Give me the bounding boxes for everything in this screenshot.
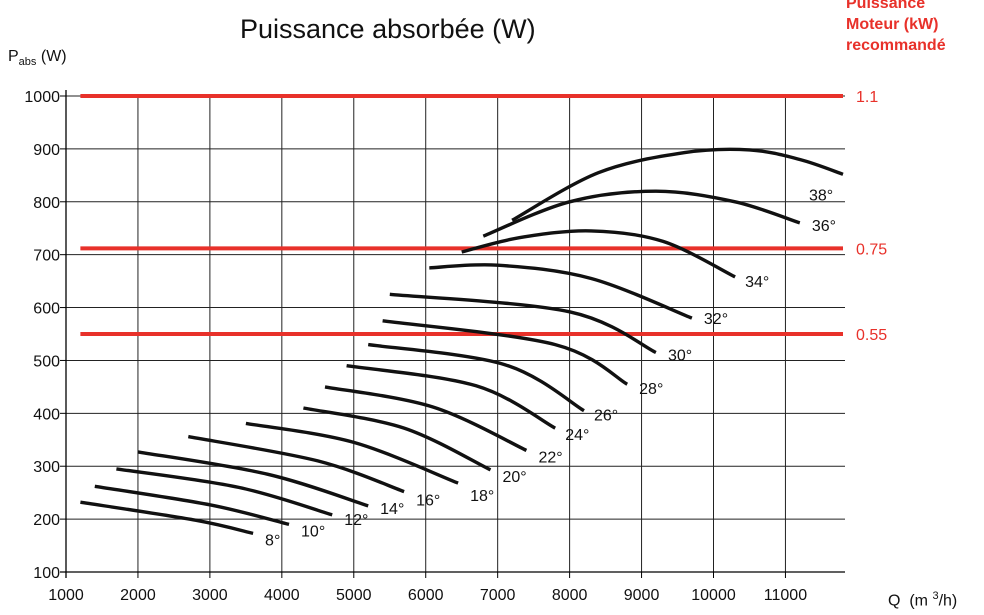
y-tick-label: 700 [33,248,60,265]
x-axis-label-main: Q [888,592,901,610]
y-tick-label: 600 [33,301,60,318]
curve-label: 14° [380,501,404,518]
y-tick-label: 100 [33,565,60,582]
x-axis-label-sup: 3 [932,590,939,602]
curve-line [94,484,290,527]
curve-line [461,229,736,279]
curve-line [116,467,333,517]
curve-label: 30° [668,348,692,365]
curve-label: 34° [745,274,769,291]
x-tick-label: 8000 [552,587,588,604]
curve-line [324,385,528,452]
x-tick-label: 6000 [408,587,444,604]
y-tick-label: 800 [33,195,60,212]
curve-label: 12° [344,512,368,529]
x-axis-label-end: /h) [938,592,958,610]
curve-line [511,147,844,222]
motor-header-line-3: recommandé [846,37,946,54]
x-tick-label: 5000 [336,587,372,604]
y-tick-label: 400 [33,406,60,423]
curve-line [187,434,405,494]
curve-label: 10° [301,523,325,540]
curve-label: 32° [704,311,728,328]
curve-label: 20° [502,469,526,486]
y-tick-label: 200 [33,512,60,529]
x-tick-label: 7000 [480,587,516,604]
curve-label: 36° [812,218,836,235]
curve-line [245,421,459,485]
x-tick-label: 2000 [120,587,156,604]
y-axis-label-unit: (W) [36,48,67,65]
y-tick-label: 1000 [24,89,60,106]
y-axis-label: Pabs (W) [8,48,67,68]
curve-line [137,450,369,508]
y-tick-label: 300 [33,459,60,476]
x-tick-label: 10000 [691,587,736,604]
x-axis-label: Q (m 3/h) [888,590,957,610]
curve-label: 8° [265,532,280,549]
x-tick-label: 4000 [264,587,300,604]
y-tick-label: 500 [33,353,60,370]
y-axis-label-main: P [8,48,19,65]
x-tick-label: 3000 [192,587,228,604]
curve-label: 18° [470,488,494,505]
curve-label: 24° [565,427,589,444]
curve-label: 16° [416,493,440,510]
curve-label: 38° [809,187,833,204]
motor-power-header: Puissance Moteur (kW) recommandé [846,0,946,56]
motor-header-line-1: Puissance [846,0,926,12]
curve-line [382,319,629,386]
curve-line [367,342,585,413]
chart-title: Puissance absorbée (W) [240,14,536,44]
curve-label: 22° [538,449,562,466]
y-tick-label: 900 [33,142,60,159]
motor-threshold-label: 0.75 [856,241,887,258]
x-tick-label: 1000 [48,587,84,604]
x-tick-label: 11000 [764,587,807,604]
motor-header-line-2: Moteur (kW) [846,16,939,33]
y-axis-label-sub: abs [18,56,37,69]
curve-label: 26° [594,408,618,425]
curve-line [80,500,254,536]
motor-threshold-label: 0.55 [856,327,887,344]
curve-line [346,364,557,430]
curve-line [482,189,801,238]
curve-line [303,406,492,472]
x-axis-label-unit: (m [909,592,928,610]
curve-line [429,263,693,320]
motor-threshold-label: 1.1 [856,89,878,106]
curve-label: 28° [639,381,663,398]
x-tick-label: 9000 [624,587,660,604]
curve-line [389,292,657,355]
